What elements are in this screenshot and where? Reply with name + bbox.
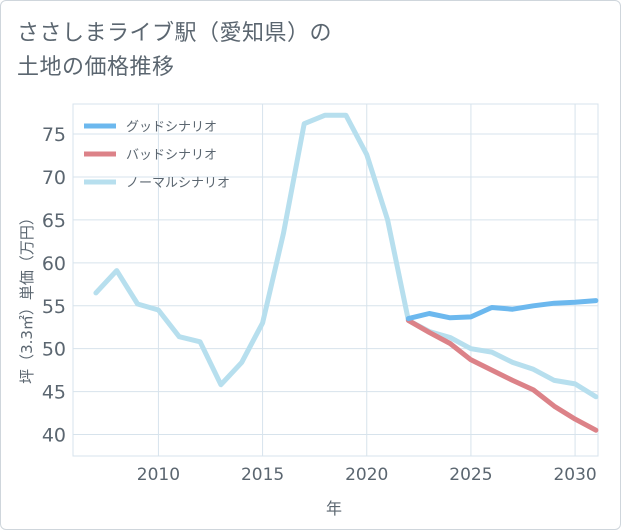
y-tick-label: 70 [42, 167, 66, 189]
x-tick-label: 2010 [137, 465, 180, 485]
y-tick-label: 40 [42, 425, 66, 447]
y-tick-label: 75 [42, 124, 66, 146]
series-line-1 [405, 317, 599, 433]
y-axis-label: 坪（3.3㎡）単価（万円） [18, 210, 36, 384]
y-tick-label: 45 [42, 382, 66, 404]
chart-title-line-2: 土地の価格推移 [17, 55, 175, 80]
series-line-2 [93, 112, 599, 400]
chart-title-line-1: ささしまライブ駅（愛知県）の [17, 21, 333, 46]
x-tick-label: 2025 [449, 465, 492, 485]
x-axis-ticks: 2010 2015 2020 2025 2030 [137, 465, 597, 485]
legend-label[interactable]: グッドシナリオ [126, 120, 217, 135]
x-tick-label: 2020 [345, 465, 388, 485]
y-tick-label: 65 [42, 210, 66, 232]
y-tick-label: 55 [42, 296, 66, 318]
chart-title: ささしまライブ駅（愛知県）の 土地の価格推移 [17, 17, 332, 85]
y-axis-ticks: 40 45 50 55 60 65 70 75 [42, 124, 66, 446]
legend-label[interactable]: ノーマルシナリオ [126, 176, 230, 191]
y-tick-label: 50 [42, 339, 66, 361]
x-axis-label: 年 [326, 499, 342, 518]
y-tick-label: 60 [42, 253, 66, 275]
series-lines [93, 112, 599, 433]
x-tick-label: 2015 [241, 465, 284, 485]
x-tick-label: 2030 [553, 465, 596, 485]
legend-label[interactable]: バッドシナリオ [126, 148, 217, 163]
series-line-0 [405, 298, 599, 322]
plot-area-border [72, 103, 599, 457]
